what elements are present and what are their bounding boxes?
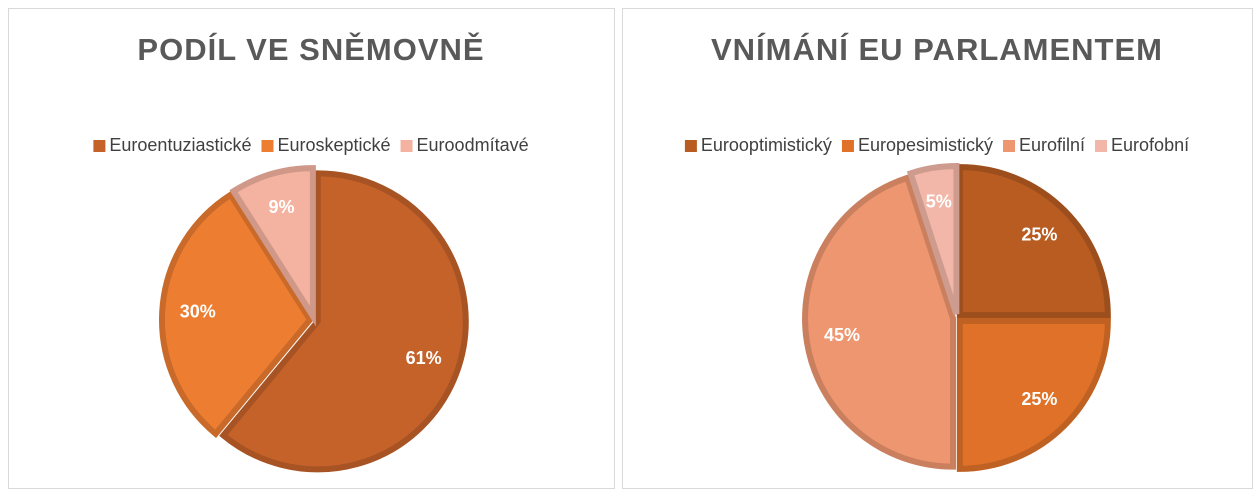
legend-label: Eurooptimistický: [701, 135, 832, 155]
legend: Euroentuziastické Euroskeptické Euroodmíta…: [93, 135, 529, 155]
data-label: 25%: [1021, 224, 1057, 244]
legend-label: Euroskeptické: [277, 135, 390, 155]
data-label: 45%: [824, 325, 860, 345]
pie-slice: [906, 163, 960, 315]
data-label: 5%: [926, 192, 952, 212]
legend: Eurooptimistický Europesimistický Eurofiln…: [684, 135, 1189, 155]
pie-slice: [956, 317, 1111, 472]
data-label: 25%: [1021, 389, 1057, 409]
legend-label: Euroodmítavé: [417, 135, 529, 155]
legend-swatch: [1095, 140, 1108, 152]
data-label: 9%: [268, 197, 294, 217]
chart-title: VNÍMÁNÍ EU PARLAMENTEM: [711, 32, 1163, 67]
legend-swatch: [93, 140, 106, 152]
legend-label: Euroentuziastické: [109, 135, 251, 155]
pie-slice: [956, 164, 1111, 319]
legend-label: Eurofilní: [1019, 135, 1085, 155]
chart: PODÍL VE SNĚMOVNĚ Euroentuziastické Eurosk…: [93, 31, 529, 473]
legend-swatch: [841, 140, 854, 152]
data-label: 61%: [406, 348, 442, 368]
legend-swatch: [400, 140, 413, 152]
legend-swatch: [684, 140, 697, 152]
pie-slice: [229, 165, 316, 327]
pie-slice: [802, 174, 957, 470]
legend-swatch: [261, 140, 274, 152]
legend-label: Europesimistický: [858, 135, 993, 155]
pie-slice: [219, 170, 469, 473]
chart-title: PODÍL VE SNĚMOVNĚ: [137, 31, 484, 67]
legend-swatch: [1002, 140, 1015, 152]
pie-slice: [159, 190, 314, 439]
legend-label: Eurofobní: [1111, 135, 1189, 155]
data-label: 30%: [180, 301, 216, 321]
